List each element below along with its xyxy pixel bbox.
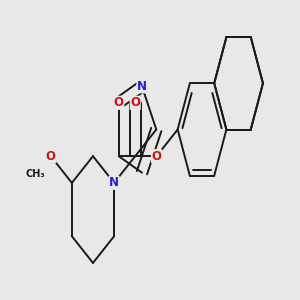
Text: N: N xyxy=(109,176,119,189)
Text: O: O xyxy=(130,96,140,109)
Text: CH₃: CH₃ xyxy=(26,169,45,178)
Text: O: O xyxy=(46,150,56,163)
Text: O: O xyxy=(152,150,162,163)
Text: O: O xyxy=(114,96,124,109)
Text: N: N xyxy=(137,80,147,93)
